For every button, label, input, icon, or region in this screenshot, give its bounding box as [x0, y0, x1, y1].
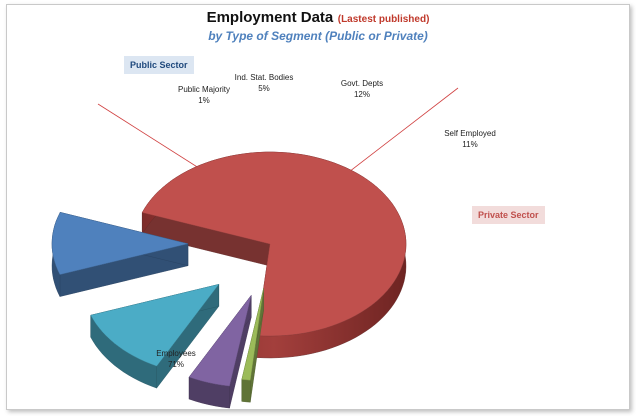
slice-label-value: 1%: [198, 96, 210, 105]
chart-title: Employment Data (Lastest published): [0, 9, 636, 27]
pie-slice-public-majority: [241, 288, 264, 403]
slice-label-value: 71%: [168, 360, 184, 369]
public-sector-label: Public Sector: [124, 56, 194, 74]
chart-title-note: (Lastest published): [337, 14, 430, 25]
pie-slice-self-employed: [51, 212, 189, 297]
slice-label-name: Govt. Depts: [341, 79, 383, 88]
pie-slice-govt-depts: [90, 283, 220, 389]
chart-subtitle: by Type of Segment (Public or Private): [208, 29, 428, 43]
slice-label-name: Ind. Stat. Bodies: [235, 73, 294, 82]
slice-label-value: 12%: [354, 90, 370, 99]
slice-label-name: Public Majority: [178, 85, 230, 94]
chart-title-main: Employment Data: [206, 9, 334, 26]
slice-label-name: Employees: [156, 349, 196, 358]
private-sector-label: Private Sector: [472, 206, 545, 224]
slice-label-name: Self Employed: [444, 129, 496, 138]
slice-label-value: 5%: [258, 84, 270, 93]
slice-label-value: 11%: [462, 140, 477, 149]
pie-slice-ind-stat-bodies: [188, 294, 252, 409]
